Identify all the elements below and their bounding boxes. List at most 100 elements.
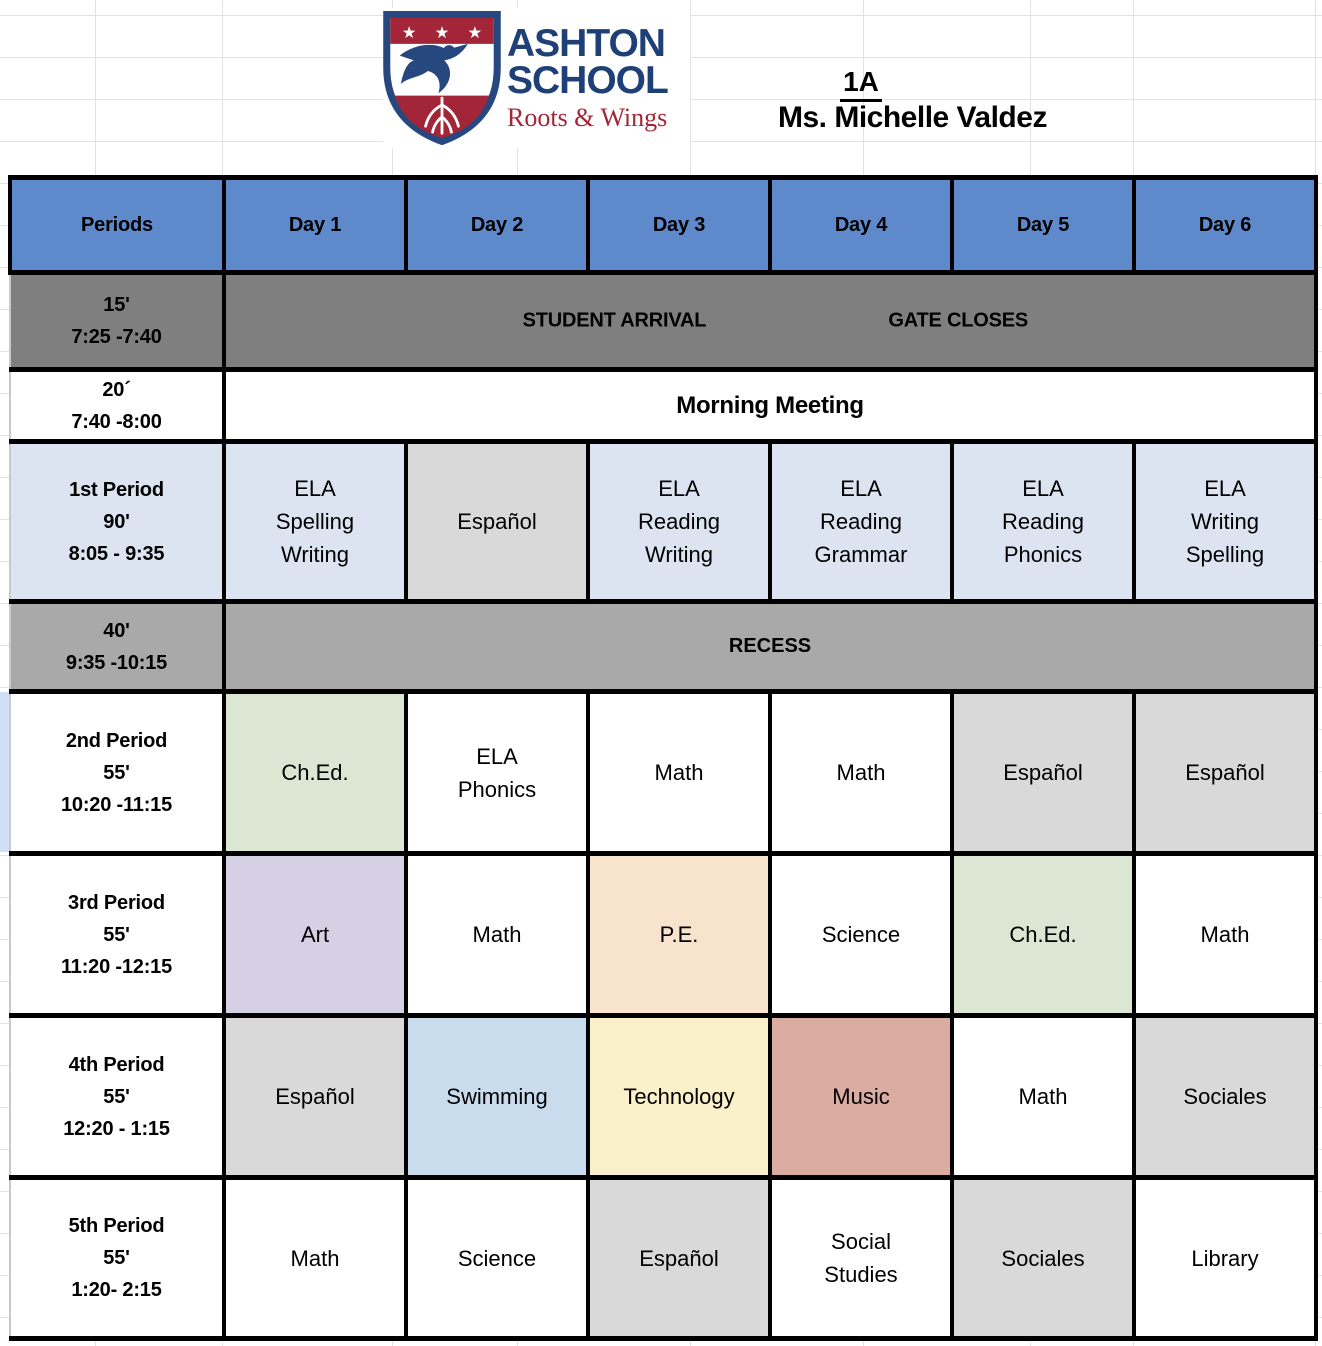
arrival-row: 15' 7:25 -7:40 STUDENT ARRIVAL GATE CLOS… [9, 270, 1318, 372]
cell-day4-period4: Music [768, 1013, 954, 1180]
student-arrival-label: STUDENT ARRIVAL [522, 309, 707, 332]
cell-day4-period1: ELA Reading Grammar [768, 439, 954, 604]
school-crest-icon: ★ ★ ★ [383, 11, 501, 145]
cell-day5-period1: ELA Reading Phonics [950, 439, 1136, 604]
schedule-table: Periods Day 1 Day 2 Day 3 Day 4 Day 5 Da… [8, 175, 1318, 1341]
cell-line: 15' [103, 294, 130, 316]
logo-line1: ASHTON [507, 21, 666, 65]
cell-day6-period2: Español [1132, 689, 1318, 856]
col-header-day1: Day 1 [222, 175, 408, 275]
cell-line: 1:20- 2:15 [71, 1279, 162, 1301]
cell-line: 2nd Period [65, 729, 168, 752]
cell-day5-period5: Sociales [950, 1175, 1136, 1341]
school-logo: ★ ★ ★ ASHTON SCHOOL Roots & Wings [383, 8, 690, 148]
arrival-band-cell: STUDENT ARRIVAL GATE CLOSES [222, 270, 1318, 372]
cell-line: 4th Period [68, 1053, 165, 1076]
cell-line: 90' [103, 510, 130, 533]
cell-line: 10:20 -11:15 [60, 793, 173, 816]
recess-period-cell: 40' 9:35 -10:15 [9, 599, 226, 694]
cell-line: Phonics [1003, 542, 1083, 567]
cell-line: 8:05 - 9:35 [68, 542, 165, 565]
svg-text:★: ★ [468, 24, 483, 42]
cell-line: 1st Period [69, 478, 164, 501]
cell-day1-period2: Ch.Ed. [222, 689, 408, 856]
cell-day2-period4: Swimming [404, 1013, 590, 1180]
cell-line: Spelling [1185, 542, 1265, 567]
period2-label-cell: 2nd Period 55' 10:20 -11:15 [9, 689, 226, 856]
period3-row: 3rd Period 55' 11:20 -12:15 Art Math P.E… [9, 851, 1318, 1018]
cell-line: Writing [1190, 509, 1260, 534]
cell-line: Reading [1002, 509, 1084, 534]
col-header-day5: Day 5 [950, 175, 1136, 275]
cell-day5-period2: Español [950, 689, 1136, 856]
col-header-day6: Day 6 [1132, 175, 1318, 275]
cell-day3-period1: ELA Reading Writing [586, 439, 772, 604]
morning-meeting-cell: Morning Meeting [222, 367, 1318, 444]
cell-line: ELA [840, 476, 882, 501]
cell-line: Phonics [457, 776, 537, 802]
svg-text:★: ★ [435, 24, 450, 42]
cell-line: ELA [294, 476, 336, 501]
cell-day4-period5: Social Studies [768, 1175, 954, 1341]
cell-day1-period4: Español [222, 1013, 408, 1180]
col-header-day4: Day 4 [768, 175, 954, 275]
cell-day2-period1: Español [404, 439, 590, 604]
cell-day3-period2: Math [586, 689, 772, 856]
cell-line: ELA [1204, 476, 1246, 501]
recess-row: 40' 9:35 -10:15 RECESS [9, 599, 1318, 694]
period5-row: 5th Period 55' 1:20- 2:15 Math Science E… [9, 1175, 1318, 1341]
cell-line: 7:25 -7:40 [71, 326, 162, 348]
morning-period-cell: 20´ 7:40 -8:00 [9, 367, 226, 444]
cell-line: Social [831, 1229, 891, 1254]
col-header-periods: Periods [8, 175, 226, 275]
header-row: Periods Day 1 Day 2 Day 3 Day 4 Day 5 Da… [8, 175, 1318, 275]
cell-line: 11:20 -12:15 [60, 955, 173, 978]
period5-label-cell: 5th Period 55' 1:20- 2:15 [9, 1175, 226, 1341]
morning-meeting-row: 20´ 7:40 -8:00 Morning Meeting [9, 367, 1318, 444]
cell-line: 7:40 -8:00 [71, 410, 162, 433]
cell-day3-period5: Español [586, 1175, 772, 1341]
cell-line: Grammar [814, 542, 908, 567]
recess-band-cell: RECESS [222, 599, 1318, 694]
cell-line: Reading [638, 509, 720, 534]
period2-row: 2nd Period 55' 10:20 -11:15 Ch.Ed. ELA P… [9, 689, 1318, 856]
cell-day4-period3: Science [768, 851, 954, 1018]
cell-day2-period2: ELA Phonics [404, 689, 590, 856]
period1-label-cell: 1st Period 90' 8:05 - 9:35 [9, 439, 226, 604]
cell-line: ELA [476, 743, 518, 769]
cell-day3-period4: Technology [586, 1013, 772, 1180]
cell-day5-period3: Ch.Ed. [950, 851, 1136, 1018]
period4-label-cell: 4th Period 55' 12:20 - 1:15 [9, 1013, 226, 1180]
cell-day1-period3: Art [222, 851, 408, 1018]
cell-day3-period3: P.E. [586, 851, 772, 1018]
row-color-sliver [0, 692, 12, 852]
cell-line: 55' [103, 923, 130, 946]
cell-day2-period5: Science [404, 1175, 590, 1341]
cell-day1-period5: Math [222, 1175, 408, 1341]
logo-wordmark: ASHTON SCHOOL Roots & Wings [507, 21, 669, 133]
cell-line: 12:20 - 1:15 [63, 1117, 170, 1140]
cell-day4-period2: Math [768, 689, 954, 856]
class-label: 1A [796, 66, 926, 102]
cell-day6-period1: ELA Writing Spelling [1132, 439, 1318, 604]
cell-line: 55' [103, 1247, 130, 1269]
cell-day5-period4: Math [950, 1013, 1136, 1180]
cell-line: 9:35 -10:15 [65, 651, 168, 674]
cell-line: 55' [103, 1085, 130, 1108]
cell-line: ELA [658, 476, 700, 501]
arrival-period-cell: 15' 7:25 -7:40 [9, 270, 226, 372]
cell-line: ELA [1022, 476, 1064, 501]
cell-line: Writing [644, 542, 714, 567]
cell-line: Studies [824, 1262, 898, 1287]
cell-day1-period1: ELA Spelling Writing [222, 439, 408, 604]
period3-label-cell: 3rd Period 55' 11:20 -12:15 [9, 851, 226, 1018]
logo-tagline: Roots & Wings [507, 103, 668, 133]
cell-line: 40' [103, 619, 130, 642]
cell-line: Reading [820, 509, 902, 534]
cell-line: Writing [280, 542, 350, 567]
cell-line: 5th Period [68, 1215, 165, 1237]
svg-text:★: ★ [402, 24, 417, 42]
col-header-day3: Day 3 [586, 175, 772, 275]
col-header-day2: Day 2 [404, 175, 590, 275]
period4-row: 4th Period 55' 12:20 - 1:15 Español Swim… [9, 1013, 1318, 1180]
